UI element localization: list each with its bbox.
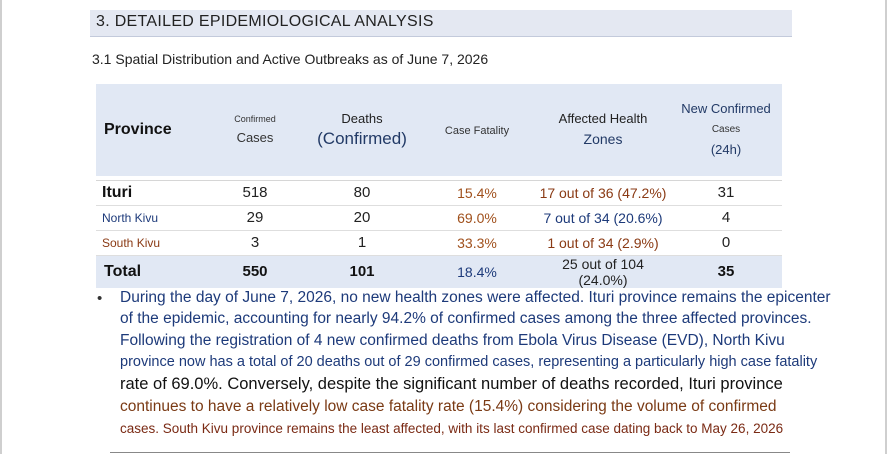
header-affected-zones: Affected Health Zones [536,84,670,176]
table-subtitle: 3.1 Spatial Distribution and Active Outb… [92,51,489,67]
table-row: South Kivu 3 1 33.3% 1 out of 34 (2.9%) … [96,230,782,256]
total-new-cases: 35 [717,263,735,280]
header-new-mid: Cases [711,124,741,136]
paragraph-line: continues to have a relatively low case … [120,398,777,415]
paragraph-line: rate of 69.0%. Conversely, despite the s… [120,375,783,393]
province-cell: South Kivu [96,230,204,256]
deaths-cell: 1 [306,230,418,256]
deaths-cell: 20 [306,205,418,231]
page-edge-right [885,0,887,454]
paragraph-line: province now has a total of 20 deaths ou… [120,354,818,370]
table-total-row: Total 550 101 18.4% 25 out of 104 (24.0%… [96,255,782,288]
header-zones-label: Affected Health [558,111,648,127]
table-header-row: Province Confirmed Cases Deaths (Confirm… [96,84,782,176]
cases-cell: 518 [204,180,306,206]
header-cfr-label: Case Fatality [444,124,510,137]
table-row: North Kivu 29 20 69.0% 7 out of 34 (20.6… [96,205,782,231]
header-zones-sub: Zones [583,131,623,148]
cases-cell: 3 [204,230,306,256]
deaths-cell: 80 [306,180,418,206]
bottom-divider [110,452,790,453]
header-confirmed-cases: Confirmed Cases [204,84,306,176]
province-cell: North Kivu [96,205,204,231]
header-new-label: New Confirmed [681,101,771,117]
header-case-fatality: Case Fatality [418,84,536,176]
table-row: Ituri 518 80 15.4% 17 out of 36 (47.2%) … [96,180,782,206]
header-deaths-label: Deaths [341,110,383,126]
total-zones: 25 out of 104 (24.0%) [562,255,644,288]
province-cell: Ituri [96,180,204,206]
paragraph-line: of the epidemic, accounting for nearly 9… [120,310,812,327]
cfr-cell: 15.4% [418,180,536,206]
page-edge-left [0,0,2,454]
bullet-icon: • [97,290,103,307]
analysis-paragraph: During the day of June 7, 2026, no new h… [120,287,831,440]
new-cases-cell: 4 [670,205,782,231]
header-province: Province [96,84,204,176]
header-deaths-sub: (Confirmed) [317,128,407,148]
zones-cell: 17 out of 36 (47.2%) [536,180,670,206]
epidemiology-table: Province Confirmed Cases Deaths (Confirm… [96,84,782,288]
zones-cell: 7 out of 34 (20.6%) [536,205,670,231]
cfr-cell: 33.3% [418,230,536,256]
paragraph-line: cases. South Kivu province remains the l… [120,421,784,436]
section-header: 3. DETAILED EPIDEMIOLOGICAL ANALYSIS [90,10,792,37]
new-cases-cell: 0 [670,230,782,256]
section-title: 3. DETAILED EPIDEMIOLOGICAL ANALYSIS [96,13,434,30]
total-label: Total [104,262,142,280]
total-cases: 550 [242,263,268,280]
total-deaths: 101 [349,263,375,280]
cfr-cell: 69.0% [418,205,536,231]
cases-cell: 29 [204,205,306,231]
header-deaths: Deaths (Confirmed) [306,84,418,176]
header-confirmed-label: Confirmed [234,114,276,125]
header-cases-label: Cases [236,129,274,145]
total-cfr: 18.4% [457,263,497,280]
paragraph-line: Following the registration of 4 new conf… [120,332,785,349]
zones-cell: 1 out of 34 (2.9%) [536,230,670,256]
table-spacer [96,176,782,181]
new-cases-cell: 31 [670,180,782,206]
header-new-cases: New Confirmed Cases (24h) [670,84,782,176]
header-new-sub: (24h) [710,141,742,157]
paragraph-line: During the day of June 7, 2026, no new h… [120,289,831,306]
